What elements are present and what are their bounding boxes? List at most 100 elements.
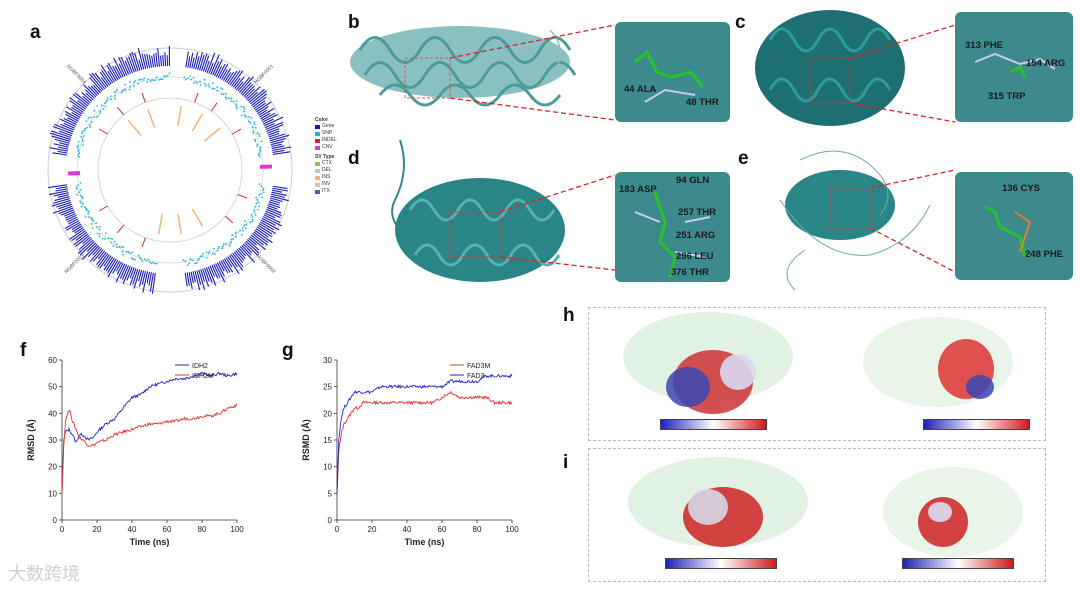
- snp-point: [261, 196, 264, 199]
- snp-point: [76, 188, 78, 190]
- gene-density-bar: [96, 251, 107, 266]
- snp-point: [168, 72, 171, 75]
- y-tick-label: 20: [48, 463, 57, 472]
- gene-density-bar: [71, 230, 86, 242]
- snp-point: [258, 135, 261, 138]
- snp-point: [235, 231, 238, 234]
- snp-point: [145, 259, 148, 262]
- snp-point: [203, 78, 206, 81]
- gene-density-bar: [82, 236, 91, 244]
- snp-point: [256, 132, 259, 134]
- snp-point: [83, 129, 86, 132]
- snp-point: [248, 116, 250, 118]
- legend-swatch: [315, 161, 320, 166]
- gene-density-bar: [192, 271, 197, 283]
- gene-density-bar: [265, 210, 281, 219]
- gene-density-bar: [227, 70, 238, 85]
- gene-density-bar: [232, 77, 241, 88]
- legend-label: SNP: [322, 130, 333, 136]
- gene-density-bar: [58, 203, 72, 210]
- colorbar-h-right: [923, 419, 1030, 430]
- snp-point: [208, 250, 211, 253]
- gene-density-bar: [164, 52, 167, 67]
- residue-c-3: 315 TRP: [988, 91, 1026, 102]
- snp-point: [225, 92, 227, 95]
- gene-density-bar: [151, 55, 155, 68]
- gene-density-bar: [57, 194, 70, 198]
- snp-point: [122, 246, 125, 249]
- gene-density-bar: [266, 124, 284, 132]
- residue-d-2: 183 ASP: [619, 184, 657, 195]
- gene-density-bar: [71, 106, 83, 115]
- snp-point: [82, 144, 84, 146]
- legend-swatch: [315, 182, 320, 187]
- gene-density-bar: [127, 56, 135, 73]
- x-tick-label: 0: [335, 525, 340, 534]
- gene-density-bar: [222, 68, 232, 81]
- snp-point: [251, 220, 254, 223]
- sv-line: [157, 214, 163, 235]
- residue-d-1: 94 GLN: [676, 175, 710, 186]
- snp-point: [79, 189, 82, 191]
- snp-point: [260, 192, 263, 195]
- gene-density-bar: [227, 256, 240, 275]
- gene-density-bar: [81, 92, 93, 102]
- gene-density-bar: [77, 239, 94, 254]
- gene-density-bar: [100, 64, 114, 84]
- gene-density-bar: [103, 255, 112, 267]
- protein-e-overview: [779, 150, 931, 291]
- gene-density-bar: [213, 59, 223, 77]
- snp-point: [186, 264, 189, 267]
- gene-density-bar: [228, 255, 238, 268]
- snp-point: [140, 258, 142, 261]
- snp-point: [262, 191, 265, 194]
- snp-point: [124, 83, 126, 86]
- snp-point: [103, 102, 106, 105]
- snp-point: [216, 89, 219, 92]
- legend-entry: INS: [315, 174, 355, 181]
- gene-density-bar: [270, 138, 286, 144]
- panel-label-f: f: [20, 340, 27, 361]
- gene-density-bar: [64, 110, 80, 120]
- gene-density-bar: [116, 262, 124, 275]
- legend-entry: SNP: [315, 130, 355, 137]
- legend-label: Gene: [322, 123, 335, 129]
- gene-density-bar: [101, 69, 112, 85]
- gene-density-bar: [92, 249, 104, 262]
- snp-point: [216, 86, 219, 89]
- snp-point: [243, 110, 246, 113]
- gene-density-bar: [69, 96, 86, 110]
- sv-line: [191, 113, 204, 132]
- gene-density-bar: [258, 109, 268, 116]
- y-tick-label: 0: [328, 516, 333, 525]
- snp-point: [128, 88, 131, 91]
- protein-d-overview: [391, 139, 565, 282]
- gene-density-bar: [259, 107, 275, 118]
- snp-point: [222, 243, 225, 245]
- residue-d-3: 257 THR: [678, 207, 717, 218]
- snp-point: [221, 88, 224, 91]
- gene-density-bar: [186, 272, 190, 286]
- gene-density-bar: [260, 219, 280, 231]
- snp-point: [256, 143, 259, 146]
- gene-density-bar: [263, 116, 284, 127]
- snp-point: [194, 262, 196, 265]
- gene-density-bar: [240, 82, 252, 95]
- snp-point: [166, 74, 169, 77]
- gene-density-bar: [199, 54, 205, 71]
- gene-density-bar: [270, 197, 284, 203]
- snp-point: [195, 261, 198, 264]
- gene-density-bar: [246, 86, 261, 100]
- snp-point: [80, 201, 83, 204]
- snp-point: [258, 193, 261, 196]
- snp-point: [90, 223, 93, 225]
- snp-point: [76, 193, 79, 196]
- gene-density-bar: [141, 53, 147, 70]
- snp-point: [122, 253, 124, 256]
- gene-density-bar: [106, 65, 117, 82]
- gene-density-bar: [261, 112, 276, 122]
- snp-point: [95, 116, 98, 118]
- gene-density-bar: [238, 247, 247, 257]
- gene-density-bar: [50, 130, 72, 139]
- gene-density-bar: [216, 262, 225, 277]
